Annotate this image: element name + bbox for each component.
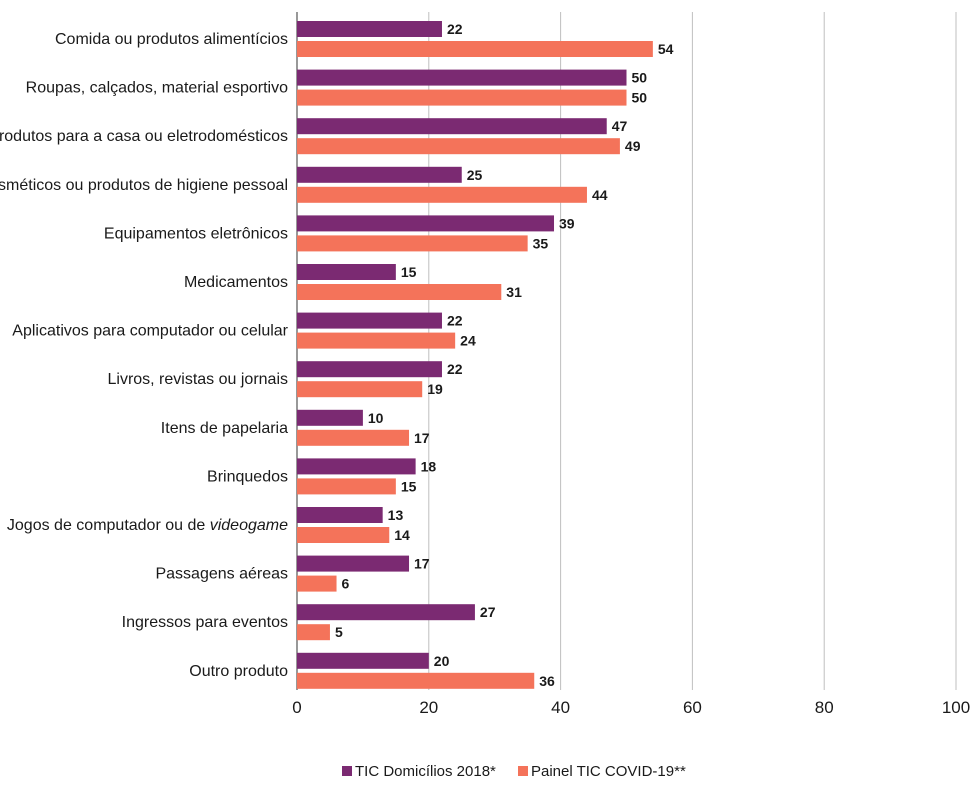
category-label: Cosméticos ou produtos de higiene pessoa… — [0, 177, 288, 194]
bar-painel-covid — [297, 527, 390, 543]
bar-tic-domicilios — [297, 312, 442, 329]
data-label: 22 — [447, 361, 463, 377]
data-label: 17 — [414, 556, 430, 572]
bar-tic-domicilios — [297, 118, 607, 135]
gridlines — [296, 12, 957, 690]
bar-painel-covid — [297, 284, 502, 300]
category-label: Medicamentos — [184, 274, 288, 291]
bar-painel-covid — [297, 138, 620, 155]
data-label: 31 — [506, 284, 522, 300]
bar-painel-covid — [297, 624, 330, 641]
bar-painel-covid — [297, 235, 528, 252]
data-label: 18 — [421, 458, 437, 474]
category-label: Passagens aéreas — [155, 566, 288, 583]
data-label: 15 — [401, 478, 417, 494]
data-label: 17 — [414, 430, 430, 446]
bars — [297, 21, 653, 689]
category-label: Brinquedos — [207, 468, 288, 485]
bar-painel-covid — [297, 672, 535, 689]
bar-painel-covid — [297, 89, 627, 106]
bar-tic-domicilios — [297, 166, 462, 183]
category-label: Aplicativos para computador ou celular — [12, 323, 288, 340]
data-label: 50 — [632, 90, 648, 106]
legend-swatch — [518, 766, 528, 776]
data-label: 35 — [533, 235, 549, 251]
category-label: Livros, revistas ou jornais — [107, 371, 288, 388]
data-label: 15 — [401, 264, 417, 280]
bar-tic-domicilios — [297, 264, 396, 280]
bar-tic-domicilios — [297, 507, 383, 523]
category-label: Roupas, calçados, material esportivo — [26, 80, 288, 97]
x-tick-label: 100 — [942, 698, 970, 717]
bar-tic-domicilios — [297, 458, 416, 475]
axes: 0 20 40 60 80 100 — [292, 698, 970, 717]
category-label: Itens de papelaria — [161, 420, 288, 437]
data-label: 20 — [434, 653, 450, 669]
category-label: Outro produto — [189, 663, 288, 680]
data-label: 10 — [368, 410, 384, 426]
data-label: 49 — [625, 138, 641, 154]
legend: TIC Domicílios 2018* Painel TIC COVID-19*… — [342, 763, 686, 780]
bar-painel-covid — [297, 332, 456, 349]
bar-tic-domicilios — [297, 409, 363, 426]
bar-painel-covid — [297, 575, 337, 592]
bar-tic-domicilios — [297, 652, 429, 669]
bar-painel-covid — [297, 186, 587, 203]
data-label: 25 — [467, 167, 483, 183]
data-label: 36 — [539, 673, 555, 689]
data-label: 13 — [388, 507, 404, 523]
category-label: Comida ou produtos alimentícios — [55, 31, 288, 48]
bar-painel-covid — [297, 381, 423, 398]
data-label: 24 — [460, 333, 476, 349]
data-label: 5 — [335, 624, 343, 640]
x-tick-label: 0 — [292, 698, 301, 717]
bar-tic-domicilios — [297, 555, 410, 572]
data-label: 39 — [559, 215, 575, 231]
x-tick-label: 80 — [815, 698, 834, 717]
x-tick-label: 40 — [551, 698, 570, 717]
bar-tic-domicilios — [297, 361, 442, 378]
bar-tic-domicilios — [297, 215, 555, 232]
data-label: 54 — [658, 41, 674, 57]
data-label: 22 — [447, 313, 463, 329]
data-label: 14 — [394, 527, 410, 543]
legend-label: Painel TIC COVID-19** — [531, 763, 686, 780]
bar-painel-covid — [297, 41, 653, 57]
bar-tic-domicilios — [297, 69, 627, 86]
category-label: Produtos para a casa ou eletrodomésticos — [0, 128, 288, 145]
data-label: 19 — [427, 381, 443, 397]
labels: 22 54 Comida ou produtos alimentícios 50 50 R… — [0, 21, 674, 689]
legend-swatch — [342, 766, 352, 776]
data-label: 22 — [447, 21, 463, 37]
data-label: 50 — [632, 70, 648, 86]
x-tick-label: 20 — [419, 698, 438, 717]
category-label: Jogos de computador ou de videogame — [7, 517, 288, 534]
data-label: 6 — [342, 576, 350, 592]
data-label: 47 — [612, 118, 628, 134]
bar-tic-domicilios — [297, 21, 442, 37]
data-label: 27 — [480, 604, 496, 620]
bar-painel-covid — [297, 429, 410, 446]
category-label: Equipamentos eletrônicos — [104, 225, 288, 242]
bar-tic-domicilios — [297, 604, 475, 621]
data-label: 44 — [592, 187, 608, 203]
bar-painel-covid — [297, 478, 396, 495]
x-tick-label: 60 — [683, 698, 702, 717]
category-label: Ingressos para eventos — [122, 614, 288, 631]
legend-label: TIC Domicílios 2018* — [355, 763, 496, 780]
